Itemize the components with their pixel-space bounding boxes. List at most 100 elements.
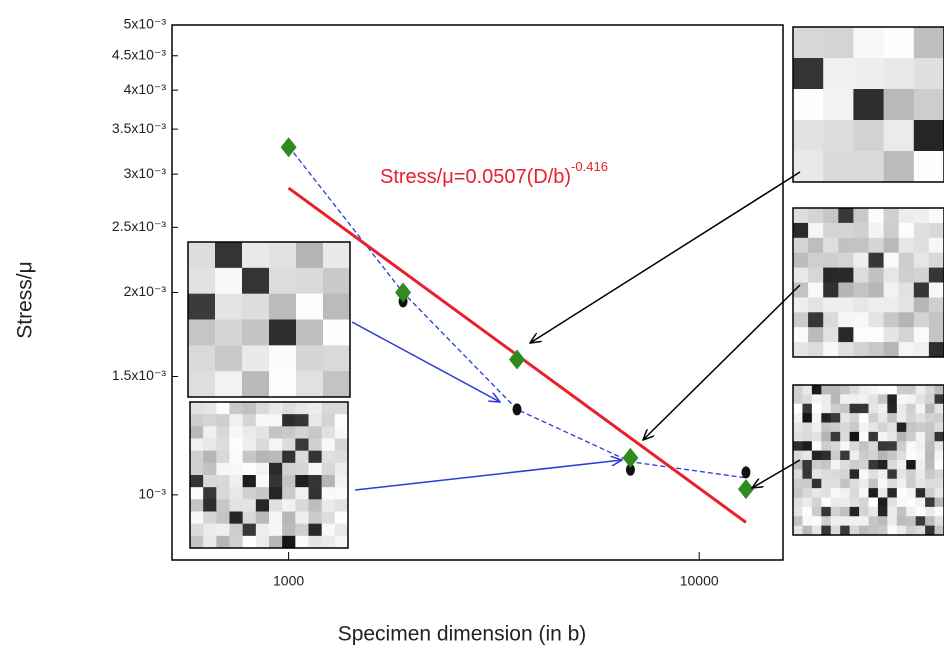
inset-cell	[203, 450, 217, 464]
inset-cell	[934, 497, 944, 508]
inset-cell	[216, 487, 230, 500]
inset-cell	[838, 237, 854, 254]
inset-cell	[811, 478, 822, 489]
inset-cell	[308, 535, 323, 549]
inset-cell	[840, 469, 851, 480]
inset-cell	[823, 312, 839, 328]
inset-cell	[859, 469, 869, 480]
inset-cell	[906, 497, 917, 508]
inset-cell	[906, 516, 917, 527]
inset-cell	[811, 441, 822, 452]
inset-cell	[203, 462, 217, 476]
inset-cell	[215, 345, 243, 372]
inset-cell	[321, 402, 336, 415]
inset-cell	[868, 431, 879, 442]
inset-cell	[838, 222, 854, 239]
series-line	[288, 145, 747, 479]
inset-cell	[295, 523, 309, 537]
inset-cell	[308, 426, 323, 439]
circle-marker	[625, 463, 635, 476]
inset-cell	[868, 441, 879, 452]
inset-cell	[925, 488, 936, 498]
inset-cell	[269, 345, 297, 372]
inset-cell	[934, 422, 944, 433]
inset-cell	[849, 469, 860, 480]
inset-cell	[242, 523, 257, 537]
inset-cell	[190, 475, 204, 488]
inset-cell	[838, 267, 854, 283]
inset-cell	[203, 499, 217, 512]
inset-cell	[915, 450, 926, 461]
inset-cell	[838, 312, 854, 328]
inset-cell	[840, 394, 851, 405]
inset-cell	[334, 450, 349, 464]
inset-cell	[821, 431, 832, 442]
inset-cell	[887, 431, 898, 442]
inset-cell	[868, 413, 879, 423]
inset-cell	[853, 312, 869, 328]
inset-cell	[887, 506, 898, 517]
inset-cell	[229, 499, 244, 512]
inset-cell	[823, 222, 839, 239]
inset-cell	[883, 120, 915, 152]
inset-cell	[859, 431, 869, 442]
diamond-marker	[395, 282, 412, 303]
inset-cell	[859, 516, 869, 527]
inset-cell	[203, 402, 217, 415]
inset-cell	[255, 511, 270, 525]
inset-cell	[190, 402, 204, 415]
inset-cell	[216, 523, 230, 537]
inset-cell	[925, 441, 936, 452]
inset-cell	[906, 413, 917, 423]
inset-cell	[887, 385, 898, 395]
inset-cell	[934, 385, 944, 395]
inset-cell	[203, 438, 217, 452]
inset-cell	[925, 431, 936, 442]
inset-cell	[883, 151, 915, 183]
inset-cell	[840, 413, 851, 423]
inset-cell	[906, 441, 917, 452]
inset-cell	[868, 385, 879, 395]
inset-cell	[823, 151, 854, 183]
inset-cell	[830, 413, 841, 423]
inset-cell	[793, 394, 803, 405]
inset-cell	[321, 414, 336, 427]
inset-cell	[821, 497, 832, 508]
inset-cell	[215, 293, 243, 320]
inset-cell	[821, 422, 832, 433]
inset-cell	[242, 267, 270, 295]
inset-cell	[269, 438, 283, 452]
inset-cell	[190, 414, 204, 427]
inset-cell	[840, 506, 851, 517]
inset-cell	[811, 431, 822, 442]
inset-cell	[928, 297, 944, 313]
inset-cell	[821, 488, 832, 498]
inset-cell	[216, 450, 230, 464]
inset-cell	[188, 319, 216, 346]
inset-cell	[216, 402, 230, 415]
inset-cell	[203, 414, 217, 427]
inset-cell	[808, 312, 824, 328]
inset-cell	[323, 293, 351, 320]
inset-cell	[323, 242, 351, 269]
inset-cell	[913, 342, 930, 358]
x-axis-label: Specimen dimension (in b)	[338, 623, 587, 646]
inset-cell	[934, 525, 944, 536]
inset-cell	[840, 431, 851, 442]
inset-cell	[190, 523, 204, 537]
inset-cell	[188, 293, 216, 320]
inset-cell	[868, 516, 879, 527]
inset-cell	[216, 414, 230, 427]
inset-cell	[321, 487, 336, 500]
inset-cell	[840, 478, 851, 489]
inset-cell	[868, 267, 885, 283]
inset-cell	[190, 499, 204, 512]
inset-cell	[883, 282, 900, 298]
inset-cell	[898, 267, 915, 283]
inset-frame	[792, 26, 944, 183]
inset-cell	[896, 441, 907, 452]
inset-cell	[823, 342, 839, 358]
inset-cell	[896, 422, 907, 433]
inset-cell	[925, 506, 936, 517]
inset-cell	[242, 475, 257, 488]
